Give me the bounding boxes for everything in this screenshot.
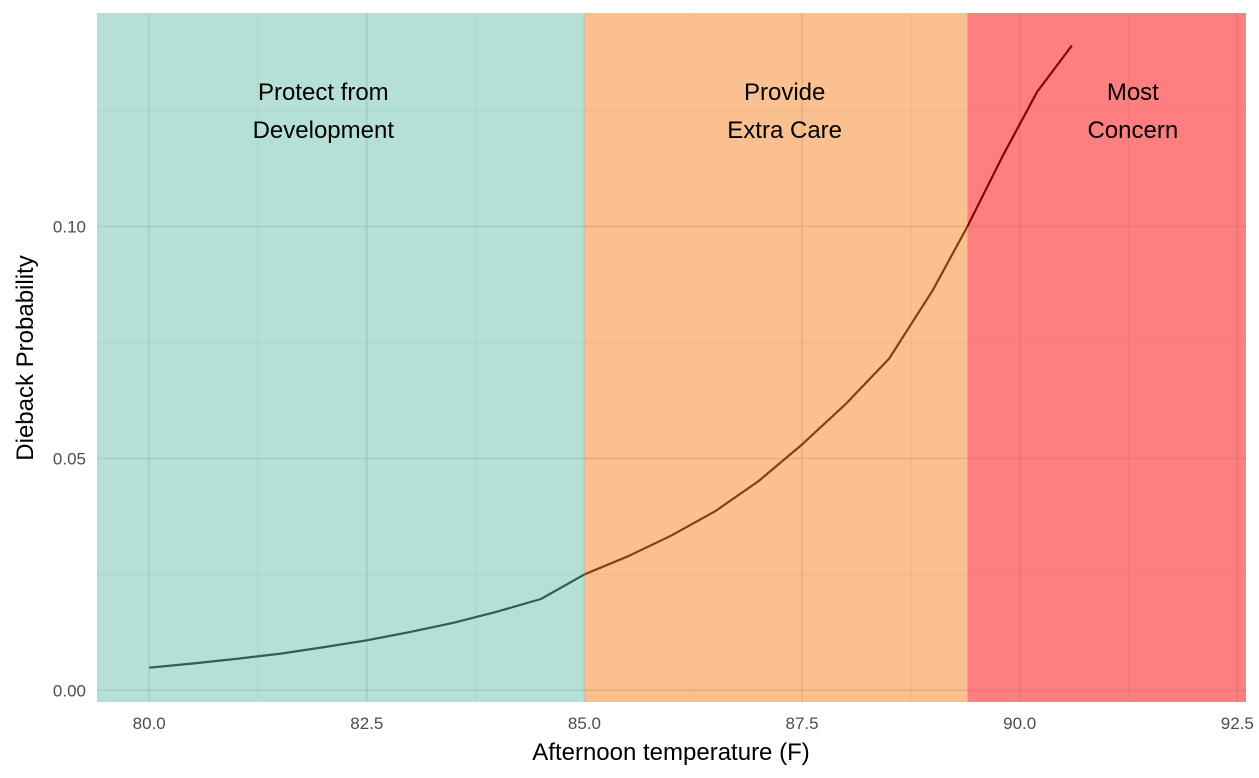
x-axis-title: Afternoon temperature (F) [532, 739, 809, 766]
x-tick-label: 90.0 [1003, 714, 1036, 733]
x-tick-label: 85.0 [568, 714, 601, 733]
zone-label-0-line-0: Protect from [258, 79, 389, 106]
zone-rect-1 [584, 13, 968, 702]
zone-labels: Protect from Development Provide Extra Care… [253, 79, 1179, 144]
y-tick-label: 0.05 [53, 449, 86, 468]
zone-label-2-line-0: Most [1107, 79, 1159, 106]
grid-lines [97, 13, 1246, 702]
probability-curve [149, 44, 1073, 669]
y-tick-label: 0.00 [53, 681, 86, 700]
zone-label-0-line-1: Development [253, 117, 395, 144]
zone-label-2-line-1: Concern [1087, 117, 1178, 144]
curve-segment-2 [966, 44, 1073, 227]
x-tick-label: 92.5 [1221, 714, 1254, 733]
zone-label-1-line-0: Provide [744, 79, 825, 106]
x-tick-label: 82.5 [350, 714, 383, 733]
curve-segment-0 [149, 573, 585, 669]
zone-rect-0 [97, 13, 585, 702]
curve-segment-1 [584, 225, 969, 576]
x-axis-ticks: 80.0 82.5 85.0 87.5 90.0 92.5 [133, 714, 1254, 733]
zone-label-1-line-1: Extra Care [727, 117, 842, 144]
y-tick-label: 0.10 [53, 217, 86, 236]
risk-zones [97, 13, 1246, 702]
zone-rect-2 [967, 13, 1246, 702]
x-tick-label: 80.0 [133, 714, 166, 733]
y-axis-title: Dieback Probability [12, 255, 39, 460]
y-axis-ticks: 0.00 0.05 0.10 [53, 217, 86, 700]
x-tick-label: 87.5 [786, 714, 819, 733]
